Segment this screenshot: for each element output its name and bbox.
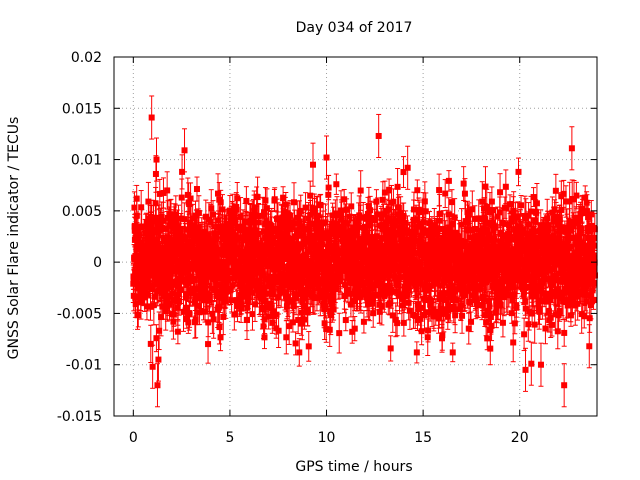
data-series <box>130 95 598 408</box>
x-tick-label: 15 <box>414 430 432 446</box>
data-point <box>522 347 529 392</box>
data-point <box>537 342 544 387</box>
x-tick-label: 0 <box>129 430 138 446</box>
data-point <box>561 319 568 347</box>
x-tick-label: 10 <box>318 430 336 446</box>
y-tick-label: 0 <box>93 255 102 271</box>
data-point <box>148 95 155 140</box>
data-point <box>528 341 535 386</box>
data-point <box>164 171 171 210</box>
data-point <box>586 324 593 369</box>
data-point <box>323 135 330 180</box>
data-point <box>336 312 343 354</box>
y-tick-label: 0.01 <box>71 153 102 169</box>
data-point <box>413 341 420 364</box>
y-tick-label: 0.005 <box>62 204 102 220</box>
y-tick-label: 0.015 <box>62 101 102 117</box>
data-point <box>375 113 382 159</box>
data-point <box>305 331 312 362</box>
data-point <box>518 195 525 216</box>
data-point <box>387 335 394 362</box>
data-point <box>414 179 421 201</box>
chart-title: Day 034 of 2017 <box>296 20 413 36</box>
data-point <box>561 363 568 408</box>
data-point <box>400 156 407 188</box>
data-point <box>309 142 316 187</box>
y-tick-label: -0.01 <box>66 358 102 374</box>
y-tick-label: -0.005 <box>57 306 102 322</box>
data-point <box>449 342 456 363</box>
data-point <box>445 170 452 192</box>
data-point <box>568 126 575 171</box>
data-point <box>360 310 367 334</box>
data-point <box>154 363 161 408</box>
data-point <box>333 173 340 195</box>
y-axis-title: GNSS Solar Flare indicator / TECUs <box>6 117 22 360</box>
y-tick-label: 0.02 <box>71 50 102 66</box>
x-tick-label: 5 <box>225 430 234 446</box>
y-tick-label: -0.015 <box>57 409 102 425</box>
x-tick-label: 20 <box>511 430 529 446</box>
data-point <box>404 145 411 190</box>
data-point <box>515 157 522 187</box>
x-axis-title: GPS time / hours <box>295 459 412 475</box>
